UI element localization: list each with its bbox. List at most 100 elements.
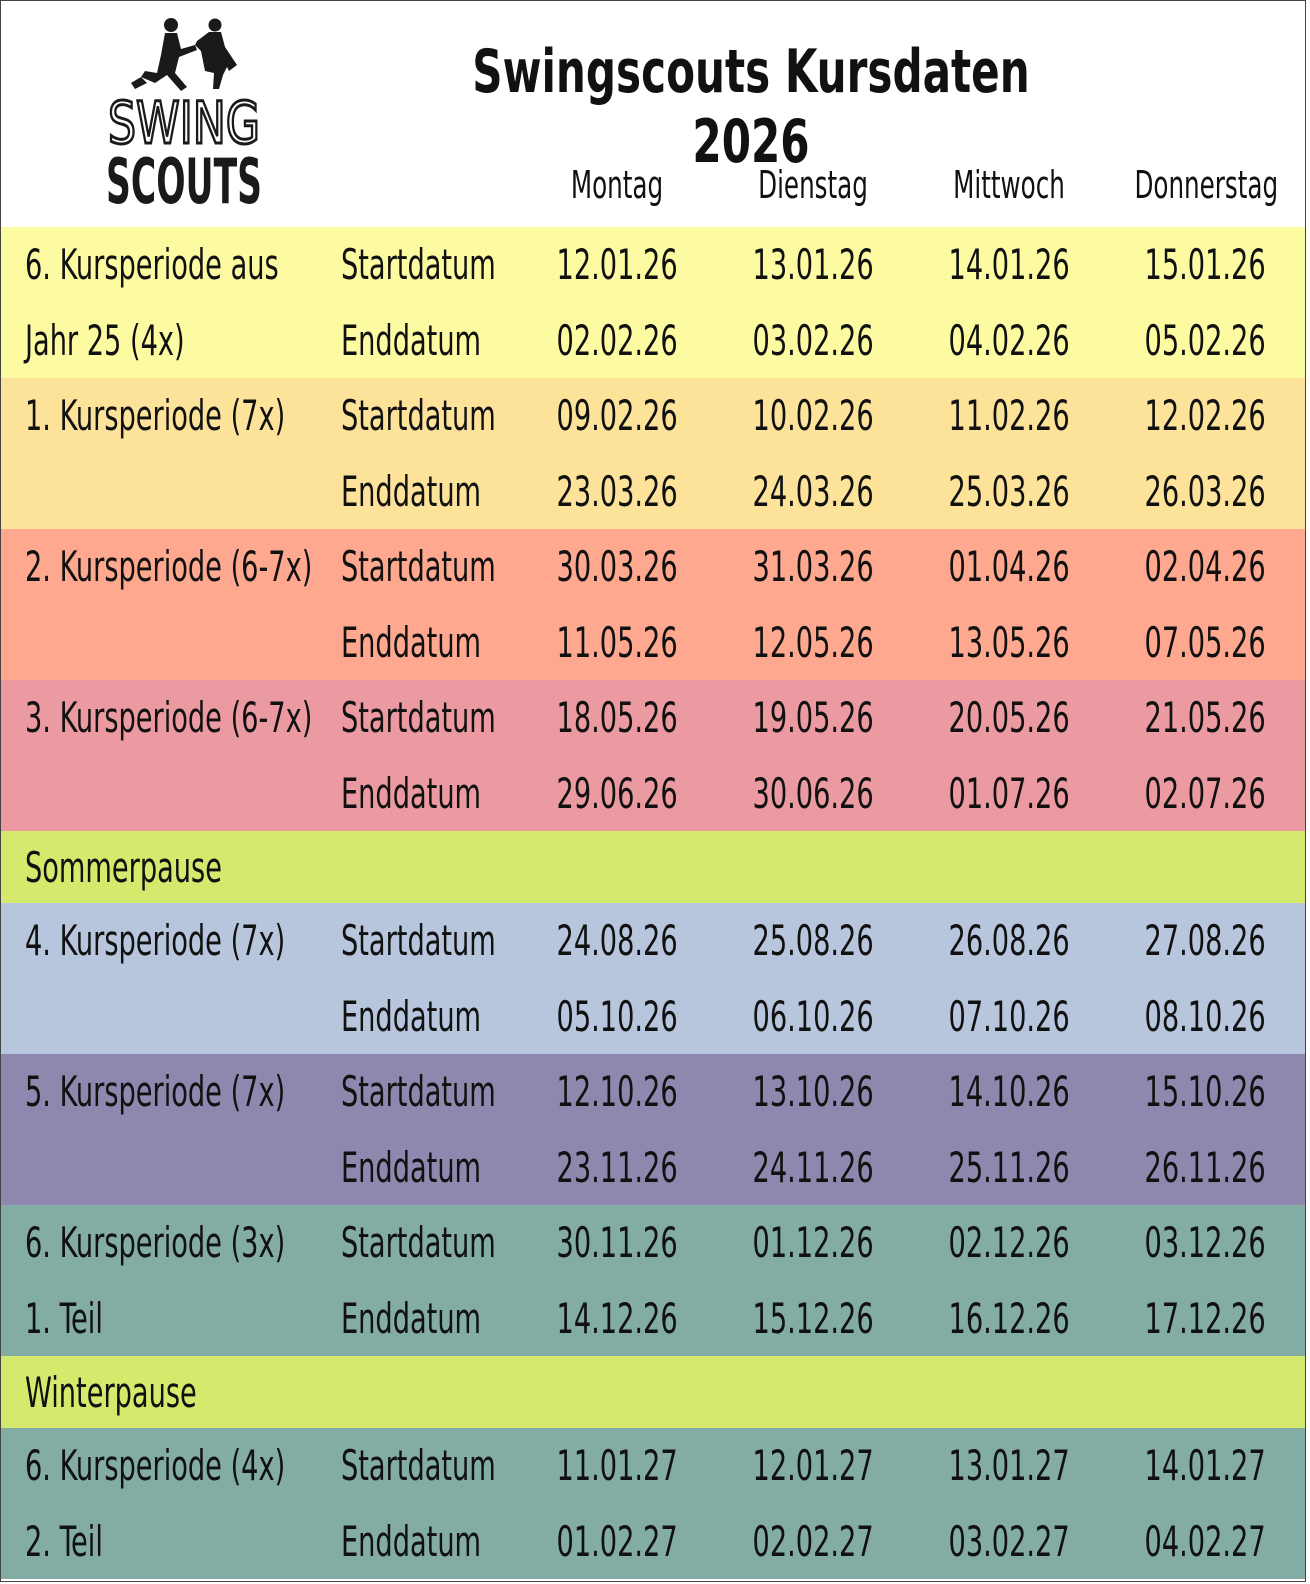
- date-type-label-text: Startdatum: [341, 1067, 496, 1117]
- date-cell-tuesday-text: 31.03.26: [752, 542, 874, 592]
- date-cell-thursday: 26.11.26: [1107, 1130, 1303, 1206]
- date-cell-thursday-text: 03.12.26: [1144, 1218, 1266, 1268]
- schedule-row: 5. Kursperiode (7x) Startdatum 12.10.26 13.…: [1, 1054, 1305, 1130]
- period-label-text: 1. Teil: [25, 1293, 103, 1343]
- date-cell-tuesday-text: 24.03.26: [752, 466, 874, 516]
- date-type-label-text: Enddatum: [341, 991, 482, 1041]
- date-cell-wednesday-text: 01.07.26: [948, 768, 1070, 818]
- period-label: 3. Kursperiode (6-7x): [25, 680, 345, 756]
- date-cell-tuesday-text: 03.02.26: [752, 315, 874, 365]
- date-type-label: Enddatum: [341, 979, 521, 1055]
- date-cell-monday: 23.11.26: [519, 1130, 715, 1206]
- schedule-row: Jahr 25 (4x) Enddatum 02.02.26 03.02.26 04.0…: [1, 302, 1305, 379]
- period-label: 6. Kursperiode (4x): [25, 1428, 345, 1504]
- period-label: Sommerpause: [25, 831, 345, 903]
- date-cell-thursday: 21.05.26: [1107, 680, 1303, 756]
- date-cell-tuesday-text: 19.05.26: [752, 693, 874, 743]
- date-cell-monday-text: 18.05.26: [556, 693, 678, 743]
- date-cell-wednesday-text: 01.04.26: [948, 542, 1070, 592]
- date-type-label-text: Startdatum: [341, 693, 496, 743]
- date-type-label-text: Enddatum: [341, 1516, 482, 1566]
- logo-line2: SCOUTS: [106, 145, 262, 211]
- date-type-label-text: Startdatum: [341, 542, 496, 592]
- date-cell-thursday-text: 26.11.26: [1144, 1142, 1266, 1192]
- day-header-monday: Montag: [570, 163, 664, 207]
- date-cell-thursday: 14.01.27: [1107, 1428, 1303, 1504]
- logo-line1: SWING: [108, 89, 260, 157]
- period-label-text: 3. Kursperiode (6-7x): [25, 693, 313, 743]
- date-cell-wednesday-text: 13.05.26: [948, 617, 1070, 667]
- date-cell-thursday: 17.12.26: [1107, 1281, 1303, 1357]
- date-type-label: Enddatum: [341, 756, 521, 832]
- date-cell-thursday: 15.10.26: [1107, 1054, 1303, 1130]
- date-cell-monday: 29.06.26: [519, 756, 715, 832]
- date-cell-monday: 14.12.26: [519, 1281, 715, 1357]
- date-cell-monday-text: 29.06.26: [556, 768, 678, 818]
- date-cell-monday-text: 23.03.26: [556, 466, 678, 516]
- period-label: 6. Kursperiode aus: [25, 227, 345, 303]
- date-type-label: Startdatum: [341, 680, 521, 756]
- date-type-label-text: Enddatum: [341, 1142, 482, 1192]
- date-cell-tuesday: 06.10.26: [715, 979, 911, 1055]
- date-type-label: Startdatum: [341, 529, 521, 605]
- period-label-text: 2. Kursperiode (6-7x): [25, 542, 313, 592]
- header: SWING SCOUTS Swingscouts Kursdaten 2026 …: [1, 1, 1305, 227]
- date-cell-thursday: 15.01.26: [1107, 227, 1303, 303]
- date-type-label: Enddatum: [341, 1504, 521, 1580]
- period-label: [25, 454, 345, 530]
- date-cell-tuesday: 13.01.26: [715, 227, 911, 303]
- date-cell-wednesday-text: 25.11.26: [948, 1142, 1070, 1192]
- schedule-row: 4. Kursperiode (7x) Startdatum 24.08.26 25.…: [1, 903, 1305, 979]
- period-label: 4. Kursperiode (7x): [25, 903, 345, 979]
- date-cell-thursday-text: 08.10.26: [1144, 991, 1266, 1041]
- date-cell-tuesday-text: 12.05.26: [752, 617, 874, 667]
- date-cell-wednesday-text: 07.10.26: [948, 991, 1070, 1041]
- schedule-row: Enddatum 05.10.26 06.10.26 07.10.26 08.10.26: [1, 978, 1305, 1055]
- date-cell-thursday-text: 15.01.26: [1144, 240, 1266, 290]
- date-cell-tuesday-text: 24.11.26: [752, 1142, 874, 1192]
- date-cell-thursday: 02.04.26: [1107, 529, 1303, 605]
- date-cell-monday: 01.02.27: [519, 1504, 715, 1580]
- period-label: [25, 605, 345, 681]
- date-cell-monday: 12.01.26: [519, 227, 715, 303]
- date-type-label-text: Enddatum: [341, 466, 482, 516]
- date-cell-monday-text: 09.02.26: [556, 391, 678, 441]
- date-type-label-text: Enddatum: [341, 315, 482, 365]
- date-cell-thursday-text: 17.12.26: [1144, 1293, 1266, 1343]
- period-label: Jahr 25 (4x): [25, 303, 345, 379]
- date-type-label: Enddatum: [341, 1130, 521, 1206]
- date-type-label: Startdatum: [341, 378, 521, 454]
- date-cell-wednesday: 01.07.26: [911, 756, 1107, 832]
- swing-scouts-logo: SWING SCOUTS: [106, 18, 262, 211]
- date-cell-thursday-text: 02.07.26: [1144, 768, 1266, 818]
- date-cell-wednesday-text: 26.08.26: [948, 916, 1070, 966]
- date-cell-wednesday-text: 13.01.27: [948, 1441, 1070, 1491]
- date-cell-monday-text: 11.05.26: [556, 617, 678, 667]
- schedule-row: Enddatum 23.03.26 24.03.26 25.03.26 26.03.26: [1, 453, 1305, 530]
- schedule-row: 2. Teil Enddatum 01.02.27 02.02.27 03.02.27 0…: [1, 1503, 1305, 1580]
- date-cell-monday-text: 02.02.26: [556, 315, 678, 365]
- date-type-label: Enddatum: [341, 454, 521, 530]
- date-cell-thursday-text: 04.02.27: [1144, 1516, 1266, 1566]
- date-type-label: Enddatum: [341, 303, 521, 379]
- date-type-label: Enddatum: [341, 605, 521, 681]
- schedule-row: 1. Teil Enddatum 14.12.26 15.12.26 16.12.26 1…: [1, 1280, 1305, 1357]
- date-cell-tuesday-text: 02.02.27: [752, 1516, 874, 1566]
- day-header-wednesday: Mittwoch: [953, 163, 1065, 207]
- period-label: 2. Teil: [25, 1504, 345, 1580]
- period-label-text: 6. Kursperiode (3x): [25, 1218, 286, 1268]
- date-cell-wednesday-text: 11.02.26: [948, 391, 1070, 441]
- schedule-row: Enddatum 11.05.26 12.05.26 13.05.26 07.05.26: [1, 604, 1305, 681]
- date-cell-wednesday: 25.11.26: [911, 1130, 1107, 1206]
- date-type-label: Startdatum: [341, 1428, 521, 1504]
- date-cell-tuesday: 02.02.27: [715, 1504, 911, 1580]
- date-type-label: Startdatum: [341, 903, 521, 979]
- date-cell-wednesday: 16.12.26: [911, 1281, 1107, 1357]
- date-cell-monday: 12.10.26: [519, 1054, 715, 1130]
- date-type-label-text: Startdatum: [341, 1218, 496, 1268]
- date-cell-monday-text: 23.11.26: [556, 1142, 678, 1192]
- period-label: 2. Kursperiode (6-7x): [25, 529, 345, 605]
- date-cell-monday-text: 30.03.26: [556, 542, 678, 592]
- date-cell-thursday-text: 14.01.27: [1144, 1441, 1266, 1491]
- period-label: Winterpause: [25, 1356, 345, 1428]
